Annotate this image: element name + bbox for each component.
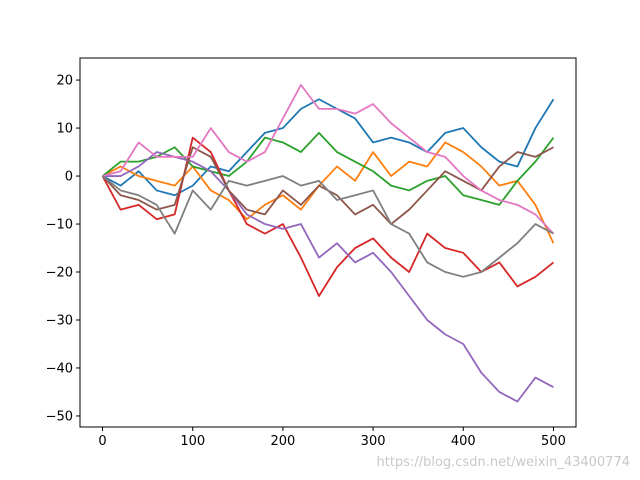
- y-tick-label: −50: [46, 409, 73, 424]
- series-line: [101, 136, 555, 297]
- y-tick-label: 0: [65, 170, 73, 185]
- x-tick-label: 300: [361, 434, 386, 449]
- x-tick-label: 0: [98, 434, 106, 449]
- x-tick-label: 100: [180, 434, 205, 449]
- series-line: [101, 131, 555, 206]
- y-tick-label: −30: [46, 313, 73, 328]
- axes-frame: [79, 57, 577, 428]
- watermark: https://blog.csdn.net/weixin_43400774: [376, 455, 630, 470]
- y-tick-label: 10: [56, 122, 73, 137]
- y-tick-label: 20: [56, 74, 73, 89]
- series-line: [102, 83, 555, 235]
- x-tick-label: 400: [451, 434, 476, 449]
- series-line: [101, 175, 554, 278]
- y-tick-label: −40: [46, 361, 73, 376]
- series-line: [102, 141, 555, 244]
- y-tick-label: −10: [46, 218, 73, 233]
- x-tick-label: 200: [270, 434, 295, 449]
- y-tick-label: −20: [46, 266, 73, 281]
- x-tick-label: 500: [541, 434, 566, 449]
